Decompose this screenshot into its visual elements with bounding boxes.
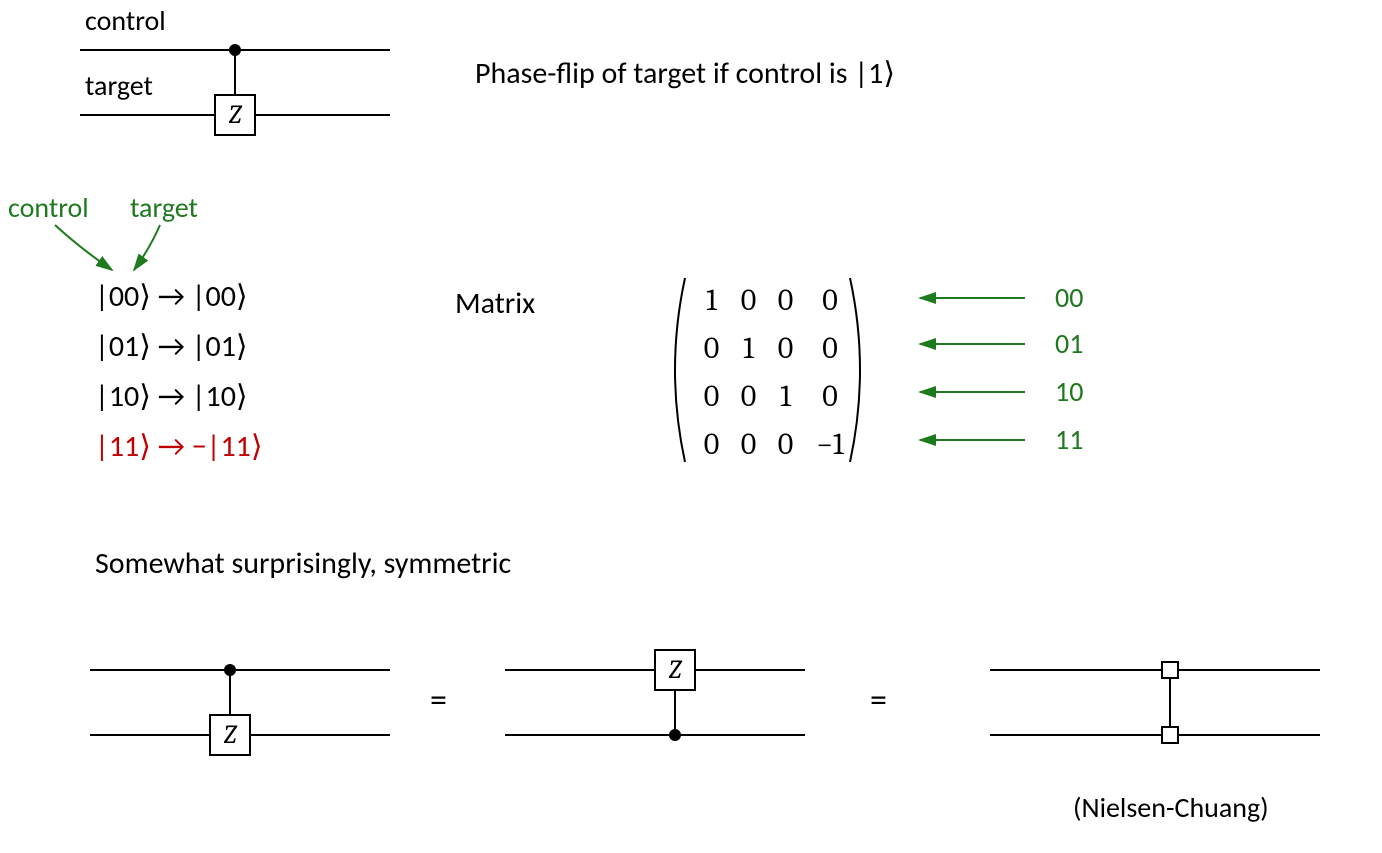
equiv-circuit-2-svg: Z <box>505 640 805 760</box>
node-box-bottom <box>1162 727 1178 743</box>
matrix-cell: 0 <box>730 282 767 319</box>
matrix-cell: 0 <box>693 367 730 415</box>
z-gate-label: Z <box>669 655 683 685</box>
matrix-cell: −1 <box>804 415 856 463</box>
matrix-cell: 0 <box>693 415 730 463</box>
matrix-cell: 0 <box>693 319 730 367</box>
matrix-cell: 0 <box>730 367 767 415</box>
state-lhs: |00⟩ <box>95 278 151 315</box>
matrix-cell: 0 <box>804 367 856 415</box>
matrix-cell: 0 <box>804 282 856 319</box>
matrix-cell: 0 <box>767 319 804 367</box>
basis-label: 01 <box>1055 326 1083 361</box>
node-box-top <box>1162 662 1178 678</box>
matrix: 1 0 0 0 0 1 0 0 0 0 1 0 0 0 0 −1 <box>660 270 875 470</box>
equals-2: = <box>870 680 887 721</box>
control-dot <box>224 664 236 676</box>
arrow-glyph: → <box>158 378 185 415</box>
basis-label: 10 <box>1055 374 1083 409</box>
matrix-table: 1 0 0 0 0 1 0 0 0 0 1 0 0 0 0 −1 <box>693 282 856 463</box>
basis-label: 00 <box>1055 280 1083 315</box>
matrix-cell: 0 <box>767 282 804 319</box>
symmetric-note: Somewhat surprisingly, symmetric <box>95 545 511 582</box>
z-gate-label: Z <box>229 100 243 130</box>
arrow-glyph: → <box>158 278 185 315</box>
matrix-cell: 1 <box>693 282 730 319</box>
matrix-grid: 1 0 0 0 0 1 0 0 0 0 1 0 0 0 0 −1 <box>693 282 856 463</box>
equiv-circuit-1-svg: Z <box>90 640 390 760</box>
matrix-label: Matrix <box>455 285 535 322</box>
anno-arrow-control <box>55 225 112 270</box>
state-rhs: |10⟩ <box>192 378 248 415</box>
z-gate-label: Z <box>224 720 238 750</box>
paren-left <box>675 278 685 462</box>
state-lhs: |11⟩ <box>95 428 151 465</box>
state-lhs: |10⟩ <box>95 378 151 415</box>
state-rhs: |01⟩ <box>192 328 248 365</box>
matrix-cell: 0 <box>804 319 856 367</box>
matrix-cell: 0 <box>730 415 767 463</box>
control-dot <box>229 44 241 56</box>
description: Phase-flip of target if control is |1⟩ <box>475 55 895 92</box>
matrix-cell: 0 <box>767 415 804 463</box>
anno-arrows <box>0 190 230 280</box>
label-target: target <box>85 68 153 103</box>
state-rhs: −|11⟩ <box>192 428 263 465</box>
state-rhs: |00⟩ <box>192 278 248 315</box>
state-row: |00⟩ → |00⟩ <box>95 272 263 322</box>
state-row: |01⟩ → |01⟩ <box>95 322 263 372</box>
matrix-cell: 1 <box>767 367 804 415</box>
equiv-circuit-3 <box>990 640 1320 760</box>
basis-label: 11 <box>1055 422 1083 457</box>
basis-arrows <box>910 270 1130 470</box>
matrix-row: 0 0 1 0 <box>693 367 856 415</box>
anno-arrow-target <box>134 225 160 270</box>
citation: (Nielsen-Chuang) <box>1073 790 1269 825</box>
label-control: control <box>85 3 166 38</box>
state-row: |10⟩ → |10⟩ <box>95 372 263 422</box>
arrow-glyph: → <box>158 428 185 465</box>
equals-1: = <box>430 680 447 721</box>
state-row-highlight: |11⟩ → −|11⟩ <box>95 422 263 472</box>
control-dot <box>669 729 681 741</box>
state-lhs: |01⟩ <box>95 328 151 365</box>
equiv-circuit-2: Z <box>505 640 805 760</box>
matrix-row: 1 0 0 0 <box>693 282 856 319</box>
equiv-circuit-3-svg <box>990 640 1320 760</box>
matrix-cell: 1 <box>730 319 767 367</box>
matrix-row: 0 0 0 −1 <box>693 415 856 463</box>
equiv-circuit-1: Z <box>90 640 390 760</box>
matrix-row: 0 1 0 0 <box>693 319 856 367</box>
arrow-glyph: → <box>158 328 185 365</box>
state-map: |00⟩ → |00⟩ |01⟩ → |01⟩ |10⟩ → |10⟩ |11⟩… <box>95 272 263 472</box>
